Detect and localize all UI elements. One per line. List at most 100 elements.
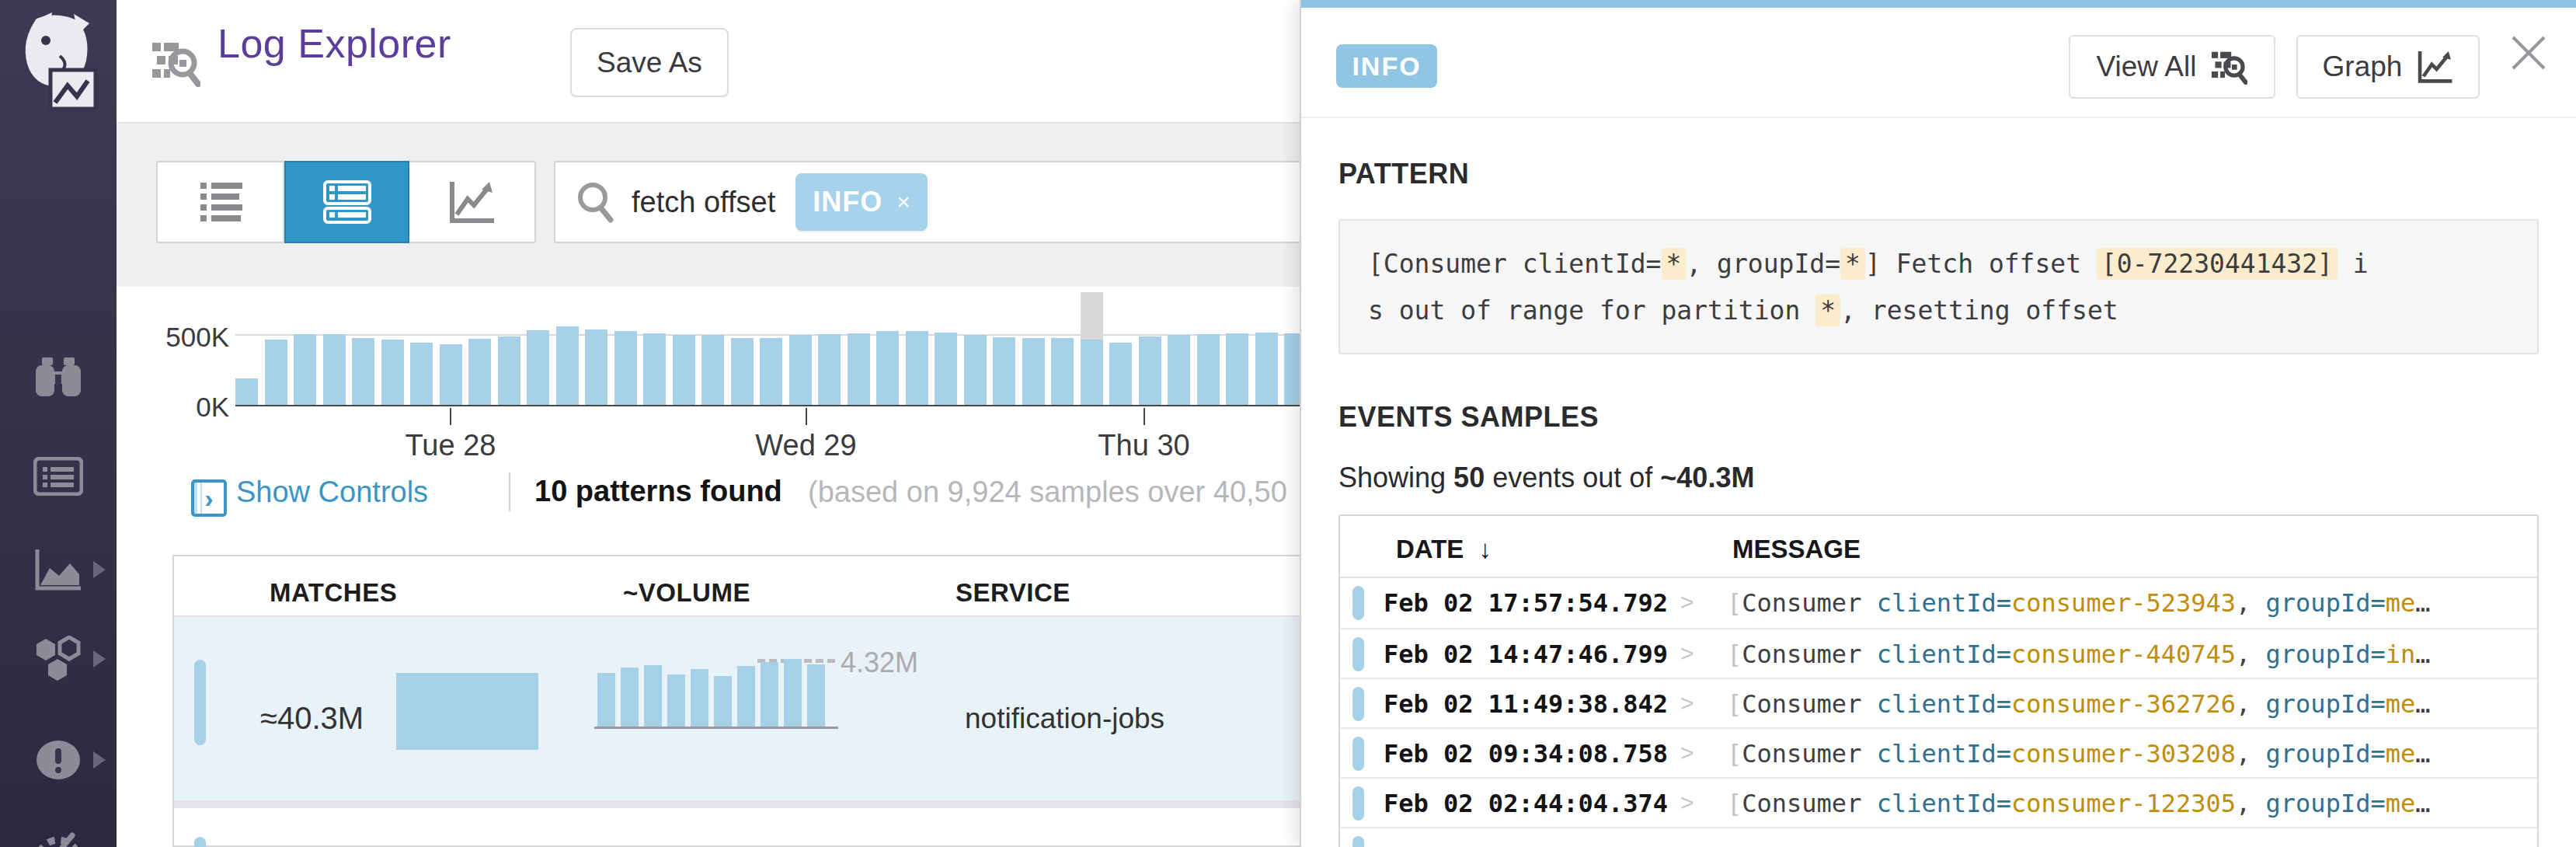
- histogram-bar[interactable]: [731, 338, 754, 406]
- search-facet-tag-info[interactable]: INFO ×: [795, 173, 928, 231]
- x-tick-mark: [1144, 408, 1145, 425]
- pattern-row-selected[interactable]: ≈40.3M 4.32M notification-jobs: [174, 617, 1313, 800]
- events-table: DATE ↓ MESSAGE Feb 02 17:57:54.792>[Cons…: [1338, 514, 2539, 847]
- histogram-bar[interactable]: [906, 331, 928, 406]
- histogram-bar[interactable]: [1081, 340, 1103, 406]
- histogram-bar[interactable]: [323, 334, 346, 406]
- event-row[interactable]: Feb 02 11:49:38.842>[Consumer clientId=c…: [1340, 678, 2537, 729]
- pattern-text: i: [2338, 249, 2369, 279]
- log-histogram-bars[interactable]: [235, 280, 1307, 406]
- panel-accent-strip: [1301, 0, 2576, 8]
- row-expand-chevron[interactable]: >: [1680, 690, 1694, 716]
- event-message: [Consumer clientId=consumer-440745, grou…: [1727, 640, 2534, 669]
- message-segment: ,: [2236, 689, 2266, 719]
- sidebar-item-monitors[interactable]: [0, 723, 117, 797]
- search-query-text[interactable]: fetch offset: [632, 186, 775, 219]
- patterns-view-button[interactable]: [284, 161, 409, 243]
- sparkline-bar: [667, 674, 685, 727]
- histogram-bar[interactable]: [614, 331, 637, 406]
- sparkline-bar: [714, 676, 732, 727]
- histogram-bar[interactable]: [585, 329, 607, 406]
- histogram-bar[interactable]: [760, 338, 782, 406]
- histogram-bar[interactable]: [440, 344, 462, 406]
- histogram-bar[interactable]: [265, 340, 287, 406]
- event-row[interactable]: Feb 02 14:47:46.799>[Consumer clientId=c…: [1340, 628, 2537, 679]
- message-segment: Consumer: [1742, 588, 1876, 618]
- histogram-bar[interactable]: [556, 326, 579, 406]
- graph-label: Graph: [2323, 51, 2403, 83]
- histogram-bar[interactable]: [498, 336, 520, 406]
- histogram-bar[interactable]: [848, 333, 870, 406]
- sidebar-item-metrics[interactable]: [0, 532, 117, 607]
- histogram-bar[interactable]: [876, 331, 899, 406]
- histogram-bar[interactable]: [789, 335, 812, 406]
- column-header-volume[interactable]: ~VOLUME: [623, 578, 750, 608]
- histogram-bar[interactable]: [1226, 333, 1248, 406]
- histogram-bar[interactable]: [352, 338, 374, 406]
- event-row[interactable]: Feb 02 17:57:54.792>[Consumer clientId=c…: [1340, 578, 2537, 628]
- histogram-bar[interactable]: [643, 333, 666, 406]
- message-segment: [: [1727, 789, 1742, 818]
- show-controls-link[interactable]: Show Controls: [236, 476, 428, 509]
- sidebar-item-watchdog[interactable]: [0, 342, 117, 417]
- event-timestamp: Feb 02 09:34:08.758: [1384, 739, 1668, 769]
- save-as-button[interactable]: Save As: [570, 28, 729, 97]
- histogram-bar[interactable]: [235, 378, 258, 406]
- histogram-bar[interactable]: [1255, 333, 1278, 406]
- date-column-header[interactable]: DATE ↓: [1396, 535, 1492, 564]
- severity-pill: [1352, 586, 1364, 620]
- histogram-bar[interactable]: [468, 339, 491, 406]
- view-all-button[interactable]: View All: [2069, 35, 2275, 99]
- row-divider: [174, 800, 1313, 808]
- column-header-service[interactable]: SERVICE: [956, 578, 1070, 608]
- histogram-bar[interactable]: [1139, 336, 1161, 406]
- event-row[interactable]: Feb 02 02:44:04.374>[Consumer clientId=c…: [1340, 777, 2537, 828]
- pattern-detail-panel: INFO View All Graph: [1300, 0, 2576, 847]
- histogram-bar[interactable]: [1168, 335, 1190, 406]
- x-tick-label: Wed 29: [721, 429, 892, 462]
- event-row[interactable]: [1340, 827, 2537, 847]
- message-segment: consumer-440745: [2011, 640, 2236, 669]
- graph-button[interactable]: Graph: [2296, 35, 2480, 99]
- sidebar-item-apm[interactable]: [0, 622, 117, 696]
- severity-pill: [194, 837, 206, 847]
- histogram-bar[interactable]: [701, 335, 724, 406]
- histogram-bar[interactable]: [410, 343, 433, 406]
- datadog-logo[interactable]: [11, 8, 106, 117]
- column-header-matches[interactable]: MATCHES: [270, 578, 397, 608]
- row-expand-chevron[interactable]: >: [1680, 640, 1694, 667]
- histogram-bar[interactable]: [294, 334, 316, 406]
- histogram-bar[interactable]: [673, 335, 695, 406]
- histogram-bar[interactable]: [1022, 338, 1045, 406]
- timeseries-view-button[interactable]: [409, 162, 534, 242]
- row-expand-chevron[interactable]: >: [1680, 789, 1694, 816]
- showing-count: 50: [1453, 462, 1485, 493]
- histogram-bar[interactable]: [1051, 338, 1074, 406]
- histogram-bar[interactable]: [527, 330, 549, 406]
- pattern-row-partial[interactable]: [174, 808, 1313, 845]
- histogram-bar[interactable]: [993, 337, 1015, 406]
- event-row[interactable]: Feb 02 09:34:08.758>[Consumer clientId=c…: [1340, 727, 2537, 779]
- row-expand-chevron[interactable]: >: [1680, 740, 1694, 766]
- remove-tag-icon[interactable]: ×: [896, 189, 910, 215]
- sidebar-item-log-stream[interactable]: [0, 439, 117, 514]
- histogram-bar[interactable]: [935, 333, 957, 406]
- view-toggle-group: [156, 161, 536, 243]
- close-icon[interactable]: [2507, 31, 2550, 75]
- list-view-button[interactable]: [158, 162, 284, 242]
- showing-prefix: Showing: [1338, 462, 1453, 493]
- log-explorer-app: Log Explorer Save As: [0, 0, 2576, 847]
- histogram-bar[interactable]: [381, 340, 404, 406]
- histogram-bar[interactable]: [1109, 343, 1132, 406]
- row-expand-chevron[interactable]: >: [1680, 589, 1694, 615]
- histogram-bar[interactable]: [1197, 334, 1220, 406]
- histogram-bar[interactable]: [964, 335, 987, 406]
- histogram-bar[interactable]: [818, 334, 841, 406]
- message-segment: ,: [2236, 739, 2266, 769]
- message-segment: Consumer: [1742, 689, 1876, 719]
- message-segment: in: [2386, 640, 2416, 669]
- search-input[interactable]: fetch offset INFO ×: [554, 161, 1313, 243]
- sidebar-item-dashboards[interactable]: [0, 814, 117, 847]
- event-message: [Consumer clientId=consumer-362726, grou…: [1727, 689, 2534, 719]
- message-segment: ,: [2236, 640, 2266, 669]
